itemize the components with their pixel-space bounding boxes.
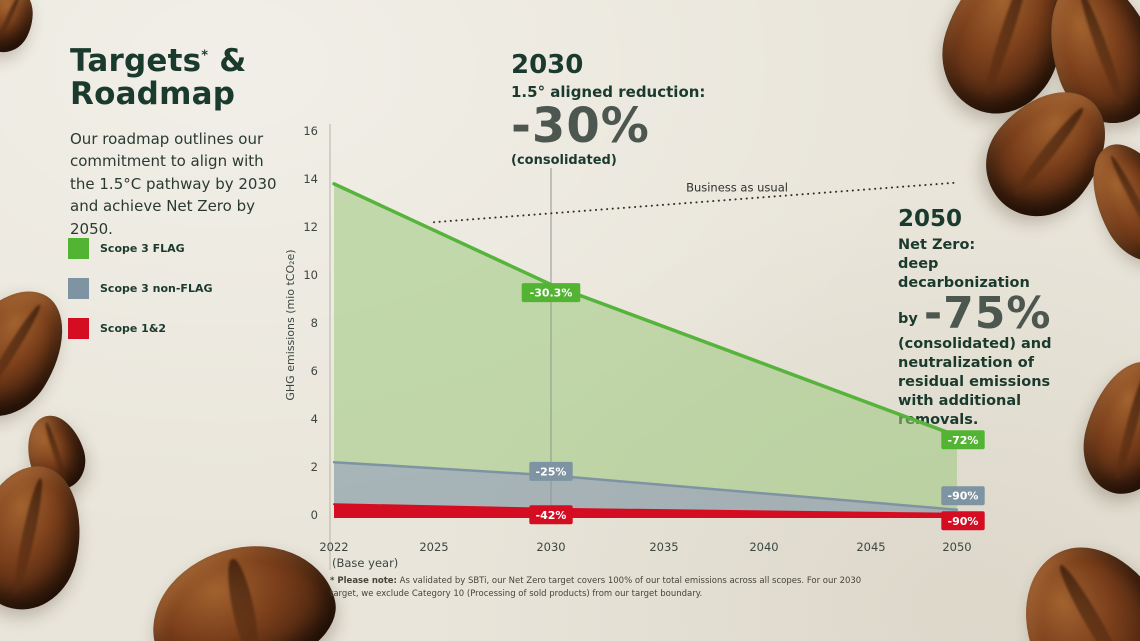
chart-legend: Scope 3 FLAG Scope 3 non-FLAG Scope 1&2: [68, 238, 213, 358]
milestone-2050: 2050 Net Zero: deep decarbonization by -…: [898, 206, 1070, 429]
title-line2: Roadmap: [70, 76, 236, 113]
milestone-2030-year: 2030: [511, 50, 584, 80]
milestone-2030-value: -30%: [511, 98, 650, 154]
footnote: * Please note: As validated by SBTi, our…: [330, 575, 890, 601]
legend-swatch: [68, 318, 89, 339]
title-word: Targets: [70, 43, 202, 79]
milestone-2030: 2030 1.5° aligned reduction: -30% (conso…: [511, 50, 705, 168]
legend-item: Scope 3 non-FLAG: [68, 278, 213, 299]
legend-swatch: [68, 278, 89, 299]
legend-swatch: [68, 238, 89, 259]
legend-label: Scope 3 non-FLAG: [100, 282, 213, 295]
footnote-lead: * Please note:: [330, 576, 397, 586]
page-title: Targets* & Roadmap: [70, 43, 300, 113]
footnote-text: As validated by SBTi, our Net Zero targe…: [330, 576, 862, 600]
legend-label: Scope 1&2: [100, 322, 167, 335]
title-asterisk: *: [201, 48, 209, 64]
intro-text: Our roadmap outlines our commitment to a…: [70, 129, 277, 238]
title-block: Targets* & Roadmap Our roadmap outlines …: [70, 43, 300, 240]
legend-label: Scope 3 FLAG: [100, 242, 185, 255]
milestone-2050-line2: deep decarbonization: [898, 255, 1030, 291]
milestone-2050-by: by: [898, 311, 918, 328]
title-ampersand: &: [219, 43, 247, 79]
legend-item: Scope 1&2: [68, 318, 213, 339]
legend-item: Scope 3 FLAG: [68, 238, 213, 259]
milestone-2050-rest: (consolidated) and neutralization of res…: [898, 336, 1052, 428]
milestone-2050-year: 2050: [898, 206, 963, 232]
milestone-2050-heading: Net Zero:: [898, 237, 976, 253]
milestone-2030-note: (consolidated): [511, 153, 617, 168]
milestone-2030-caption: 1.5° aligned reduction:: [511, 83, 706, 101]
milestone-2050-value: -75%: [923, 287, 1052, 339]
